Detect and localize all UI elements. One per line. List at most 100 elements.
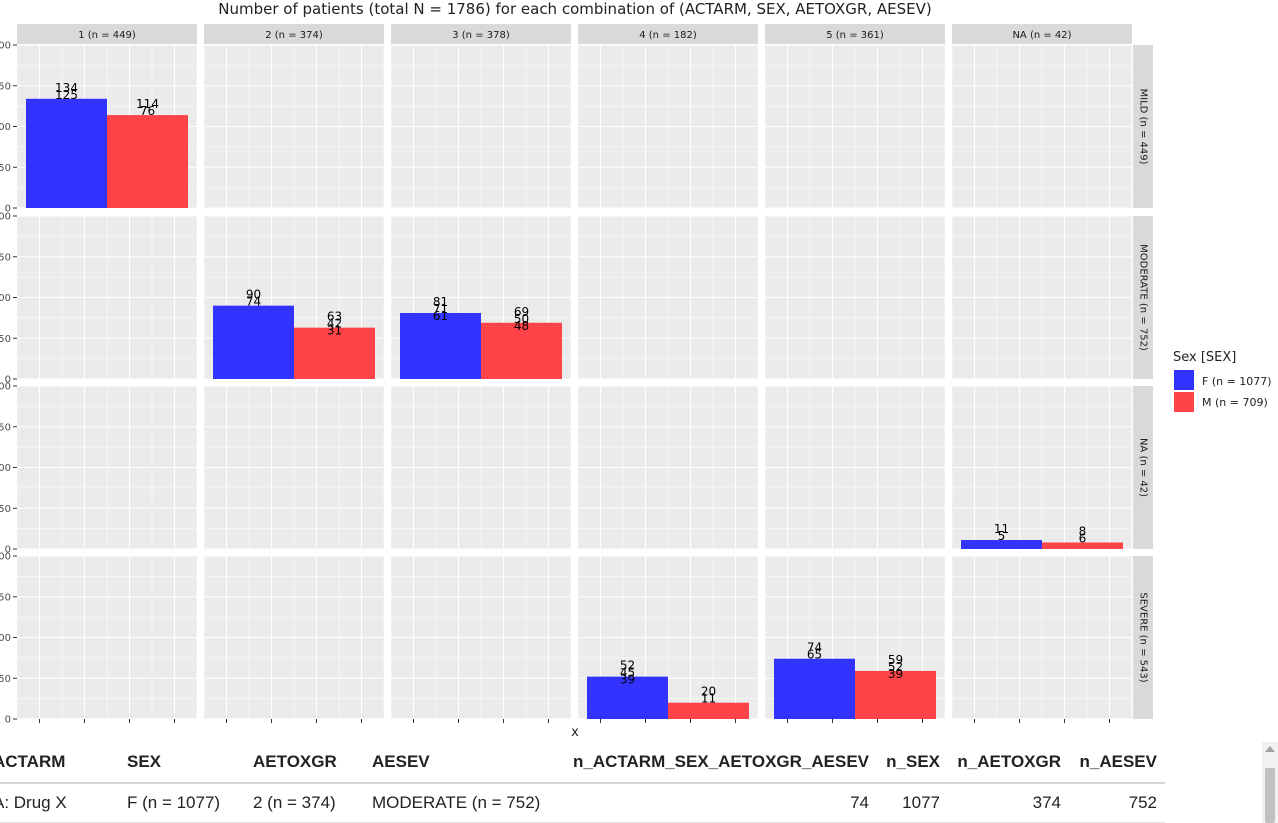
data-label: 11	[701, 692, 716, 706]
y-tick-label: 200	[0, 552, 11, 563]
data-label: 71	[433, 302, 448, 316]
row-strip	[1133, 45, 1153, 208]
table-cell: 2 (n = 374)	[245, 783, 364, 823]
row-strip	[1133, 556, 1153, 719]
bar-m	[855, 670, 936, 719]
data-label: 76	[140, 104, 155, 118]
y-tick-label: 150	[0, 592, 11, 603]
bar-m	[668, 702, 749, 719]
legend-swatch-m	[1174, 392, 1194, 412]
column-strip	[17, 24, 197, 44]
column-strip	[765, 24, 945, 44]
column-strip-label: NA (n = 42)	[1012, 30, 1071, 41]
column-header-n-aesev[interactable]: n_AESEV	[1069, 742, 1165, 784]
y-tick-label: 0	[5, 715, 11, 726]
y-tick-label: 200	[0, 41, 11, 52]
row-strip-label: MILD (n = 449)	[1138, 89, 1149, 165]
data-label: 45	[620, 666, 635, 680]
data-label: 134	[55, 81, 78, 95]
column-header-aetoxgr[interactable]: AETOXGR	[245, 742, 364, 784]
column-strip-label: 2 (n = 374)	[265, 30, 323, 41]
table-cell: 374	[948, 783, 1069, 823]
data-table: ACTARM SEX AETOXGR AESEV n_ACTARM_SEX_AE…	[0, 742, 1165, 823]
bar-f	[587, 676, 668, 719]
y-tick-label: 50	[0, 674, 11, 685]
bar-f	[213, 305, 294, 379]
legend-swatch-f	[1174, 370, 1194, 390]
y-tick-label: 0	[5, 204, 11, 215]
data-label: 61	[433, 309, 448, 323]
data-label: 5	[998, 529, 1006, 543]
data-label: 63	[327, 310, 342, 324]
data-label: 50	[514, 312, 529, 326]
y-tick-label: 100	[0, 463, 11, 474]
column-header-sex[interactable]: SEX	[119, 742, 245, 784]
y-tick-label: 150	[0, 422, 11, 433]
data-label: 39	[888, 667, 903, 681]
y-tick-label: 100	[0, 633, 11, 644]
row-strip	[1133, 386, 1153, 549]
data-label: 48	[514, 319, 529, 333]
row-strip-label: NA (n = 42)	[1138, 438, 1149, 497]
column-strip-label: 5 (n = 361)	[826, 30, 884, 41]
data-label: 114	[136, 97, 159, 111]
data-label: 69	[514, 305, 529, 319]
column-header-n-aetoxgr[interactable]: n_AETOXGR	[948, 742, 1069, 784]
column-strip	[204, 24, 384, 44]
column-header-actarm[interactable]: ACTARM	[0, 742, 119, 784]
legend-label-m: M (n = 709)	[1202, 396, 1268, 409]
row-strip	[1133, 216, 1153, 379]
table-cell: F (n = 1077)	[119, 783, 245, 823]
column-strip	[952, 24, 1132, 44]
table-cell: A: Drug X	[0, 783, 119, 823]
data-label: 39	[620, 673, 635, 687]
y-tick-label: 50	[0, 334, 11, 345]
y-tick-label: 50	[0, 504, 11, 515]
data-label: 65	[807, 648, 822, 662]
table-header-row: ACTARM SEX AETOXGR AESEV n_ACTARM_SEX_AE…	[0, 742, 1165, 784]
column-strip	[391, 24, 571, 44]
y-tick-label: 0	[5, 545, 11, 556]
bar-f	[26, 98, 107, 208]
data-label: 11	[994, 522, 1009, 536]
bar-f	[774, 658, 855, 719]
scroll-up-icon[interactable]	[1265, 746, 1275, 752]
row-strip-label: SEVERE (n = 543)	[1138, 592, 1149, 682]
x-axis-label: x	[571, 725, 579, 740]
chart-title: Number of patients (total N = 1786) for …	[218, 0, 932, 18]
vertical-scrollbar[interactable]	[1262, 742, 1278, 823]
data-label: 20	[701, 685, 716, 699]
column-strip-label: 4 (n = 182)	[639, 30, 697, 41]
legend: Sex [SEX] F (n = 1077) M (n = 709)	[1173, 350, 1272, 412]
data-label: 8	[1079, 524, 1087, 538]
data-label: 59	[888, 653, 903, 667]
y-tick-label: 100	[0, 122, 11, 133]
data-label: 52	[888, 660, 903, 674]
data-label: 74	[246, 295, 261, 309]
table-cell: MODERATE (n = 752)	[364, 783, 565, 823]
y-tick-label: 150	[0, 81, 11, 92]
facet-panels: 1 (n = 449) 2 (n = 374) 3 (n = 378) 4 (n = …	[0, 24, 1153, 726]
table-cell: 752	[1069, 783, 1165, 823]
data-label: 74	[807, 641, 822, 655]
table-row[interactable]: A: Drug X F (n = 1077) 2 (n = 374) MODER…	[0, 783, 1165, 823]
data-label: 52	[620, 659, 635, 673]
bar-m	[1042, 542, 1123, 549]
y-tick-label: 50	[0, 163, 11, 174]
data-label: 42	[327, 317, 342, 331]
bar-f	[961, 540, 1042, 549]
column-header-aesev[interactable]: AESEV	[364, 742, 565, 784]
legend-title: Sex [SEX]	[1173, 350, 1236, 365]
data-label: 90	[246, 288, 261, 302]
data-label: 6	[1079, 531, 1087, 545]
table-cell: 74	[565, 783, 877, 823]
data-label: 81	[433, 295, 448, 309]
column-header-n-sex[interactable]: n_SEX	[877, 742, 948, 784]
column-header-n-combination[interactable]: n_ACTARM_SEX_AETOXGR_AESEV	[565, 742, 877, 784]
legend-label-f: F (n = 1077)	[1202, 375, 1272, 388]
faceted-bar-chart: Number of patients (total N = 1786) for …	[0, 0, 1272, 740]
scrollbar-thumb[interactable]	[1265, 768, 1275, 823]
column-strip	[578, 24, 758, 44]
bar-m	[107, 115, 188, 208]
column-strip-label: 3 (n = 378)	[452, 30, 510, 41]
